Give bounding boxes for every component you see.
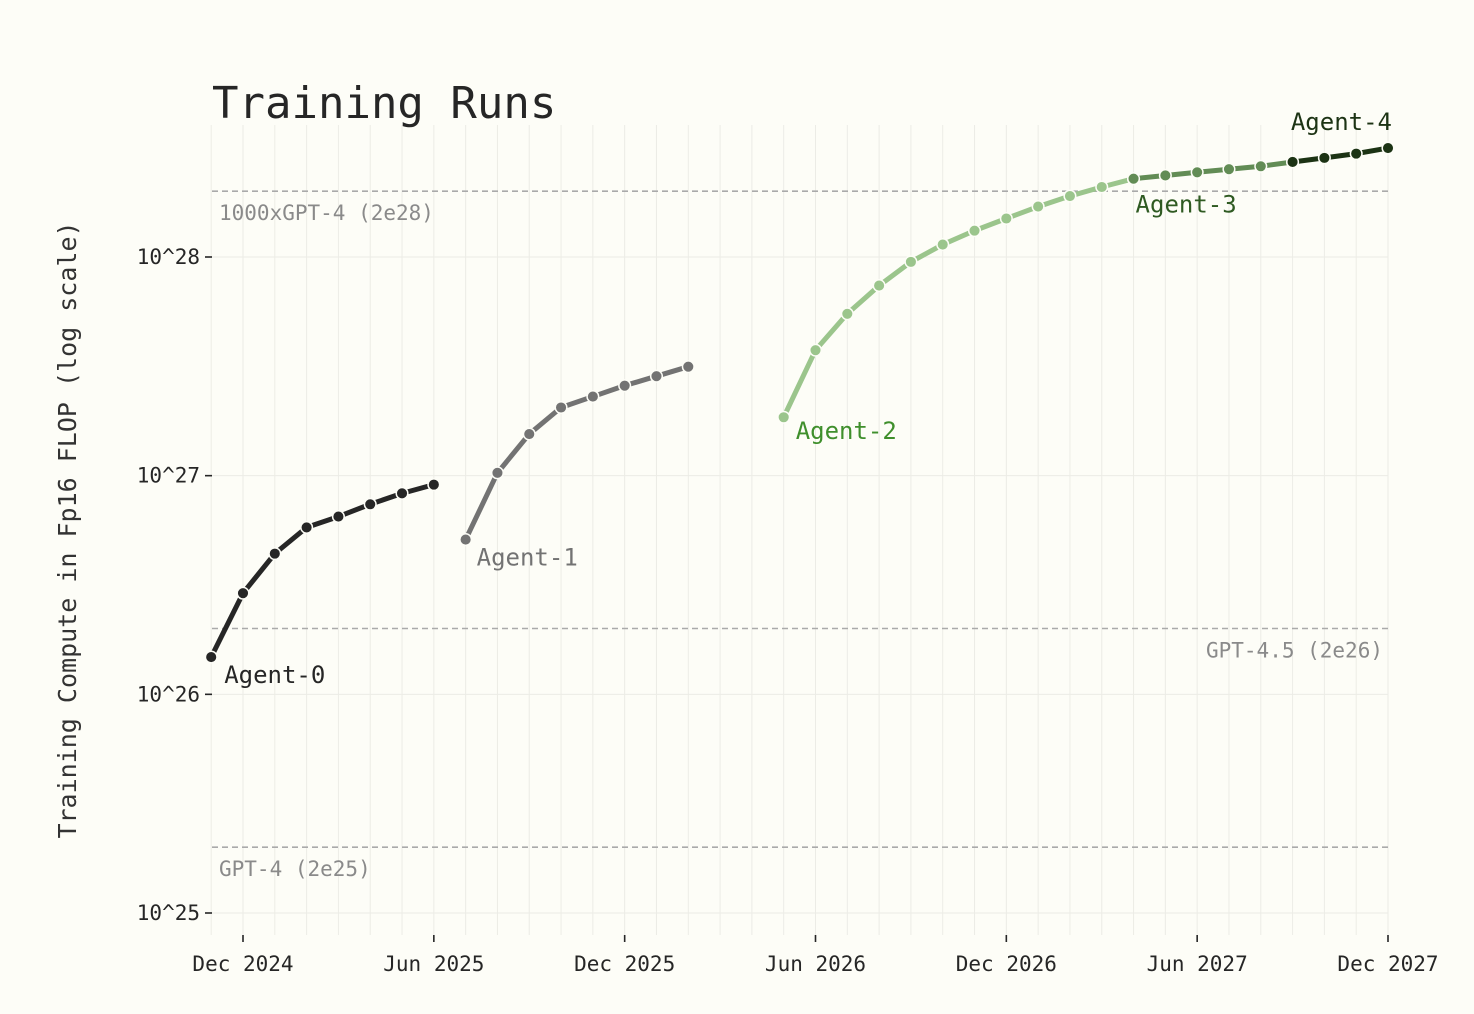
- data-point: [363, 497, 377, 511]
- data-point: [1286, 155, 1300, 169]
- data-point: [1349, 147, 1363, 161]
- data-point: [618, 379, 632, 393]
- data-point: [427, 478, 441, 492]
- y-tick-label: 10^28: [137, 245, 200, 269]
- data-point: [300, 520, 314, 534]
- data-point: [1222, 162, 1236, 176]
- y-axis-label: Training Compute in Fp16 FLOP (log scale…: [53, 221, 82, 838]
- data-point: [522, 427, 536, 441]
- x-tick-label: Dec 2027: [1337, 952, 1438, 976]
- series-label: Agent-4: [1291, 108, 1392, 136]
- x-tick-label: Jun 2027: [1147, 952, 1248, 976]
- data-point: [872, 279, 886, 293]
- data-point: [936, 238, 950, 252]
- axes: Dec 2024 Jun 2025 Dec 2025 Jun 2026 Dec 2026…: [137, 245, 1439, 976]
- reference-line-label: GPT-4.5 (2e26): [1206, 639, 1383, 663]
- x-tick-label: Dec 2026: [956, 952, 1057, 976]
- data-point: [649, 369, 664, 383]
- data-point: [1127, 172, 1141, 186]
- data-point: [967, 224, 982, 238]
- y-tick-label: 10^27: [137, 464, 200, 488]
- chart-title: Training Runs: [212, 78, 556, 129]
- data-point: [1190, 165, 1204, 179]
- grid: [210, 125, 1389, 935]
- data-series: [204, 141, 1395, 664]
- data-point: [777, 410, 791, 424]
- series-annotations: Agent-0 Agent-1 Agent-2 Agent-3 Agent-4: [224, 108, 1392, 689]
- x-tick-label: Dec 2024: [192, 952, 293, 976]
- x-tick-label: Jun 2026: [765, 952, 866, 976]
- x-tick-label: Jun 2025: [383, 952, 484, 976]
- data-point: [840, 307, 854, 321]
- y-tick-label: 10^26: [137, 682, 200, 706]
- series-label: Agent-0: [224, 661, 325, 689]
- series-line: [1290, 145, 1391, 165]
- series-line: [1131, 159, 1296, 182]
- data-point: [1095, 180, 1109, 194]
- series-line: [208, 482, 437, 660]
- data-point: [490, 466, 504, 480]
- reference-line-label: 1000xGPT-4 (2e28): [219, 201, 434, 225]
- data-point: [586, 390, 600, 404]
- data-point: [1254, 159, 1268, 173]
- reference-lines: GPT-4 (2e25) GPT-4.5 (2e26) 1000xGPT-4 (2e…: [212, 190, 1388, 881]
- series-label: Agent-1: [477, 544, 578, 572]
- series-line: [781, 176, 1137, 420]
- data-point: [395, 486, 409, 500]
- data-point: [554, 400, 568, 415]
- data-point: [1381, 141, 1395, 155]
- series-label: Agent-3: [1136, 191, 1237, 219]
- data-point: [1031, 200, 1045, 214]
- y-tick-label: 10^25: [137, 901, 200, 925]
- data-point: [681, 360, 695, 374]
- series-label: Agent-2: [796, 417, 897, 445]
- data-point: [904, 255, 918, 269]
- data-point: [268, 547, 282, 561]
- data-point: [331, 510, 345, 524]
- data-point: [1317, 151, 1331, 165]
- data-point: [236, 586, 250, 600]
- x-tick-label: Dec 2025: [574, 952, 675, 976]
- data-point: [1158, 168, 1172, 183]
- data-point: [808, 343, 823, 357]
- reference-line-label: GPT-4 (2e25): [219, 857, 371, 881]
- series-line: [463, 364, 691, 543]
- data-point: [459, 533, 473, 547]
- data-point: [204, 650, 218, 664]
- data-point: [999, 211, 1013, 226]
- data-point: [1063, 189, 1077, 203]
